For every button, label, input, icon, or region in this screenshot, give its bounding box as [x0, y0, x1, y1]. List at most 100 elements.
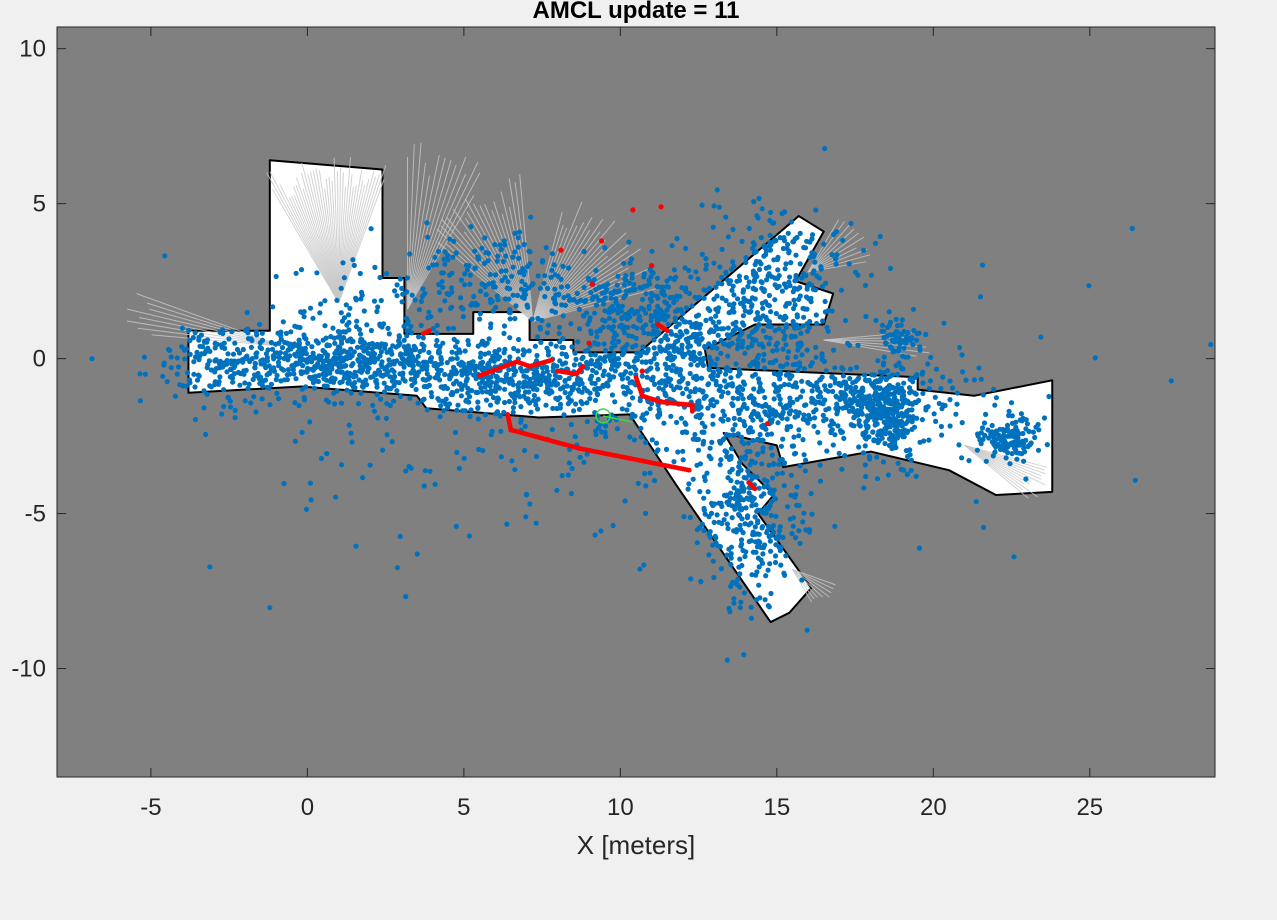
- particle: [718, 337, 724, 343]
- particle: [750, 240, 757, 246]
- x-axis-label: X [meters]: [577, 830, 695, 860]
- particle: [562, 390, 568, 396]
- particle: [957, 345, 963, 351]
- particle: [787, 376, 793, 382]
- particle: [389, 439, 395, 445]
- particle: [753, 258, 760, 264]
- particle: [949, 385, 956, 391]
- particle: [198, 332, 204, 338]
- particle: [801, 452, 807, 458]
- particle: [742, 350, 748, 356]
- particle: [187, 351, 193, 357]
- particle: [614, 289, 620, 295]
- particle: [981, 420, 988, 426]
- particle: [344, 370, 350, 376]
- particle: [549, 389, 555, 395]
- particle: [872, 379, 878, 385]
- particle: [891, 443, 897, 450]
- particle: [434, 262, 440, 268]
- particle: [802, 468, 809, 474]
- laser-ray: [792, 568, 836, 586]
- particle: [368, 327, 374, 334]
- particle: [467, 281, 473, 287]
- particle: [318, 455, 325, 462]
- particle: [439, 398, 446, 404]
- particle: [360, 475, 366, 481]
- particle: [748, 414, 754, 420]
- particle: [710, 319, 716, 325]
- particle: [732, 495, 738, 501]
- particle: [543, 402, 549, 408]
- particle: [346, 422, 352, 428]
- particle: [379, 363, 385, 370]
- particle: [656, 385, 662, 391]
- particle: [974, 447, 981, 453]
- particle: [642, 471, 648, 477]
- particle: [462, 282, 468, 288]
- particle: [721, 436, 727, 442]
- particle: [823, 368, 829, 374]
- particle: [855, 401, 861, 407]
- particle: [657, 315, 664, 321]
- laser-ray: [532, 287, 642, 322]
- particle: [318, 301, 324, 307]
- particle: [798, 330, 804, 336]
- particle: [743, 274, 749, 281]
- particle: [869, 403, 876, 409]
- particle: [1008, 400, 1015, 406]
- particle: [885, 472, 892, 478]
- particle: [721, 517, 727, 523]
- particle: [749, 503, 755, 509]
- particle: [472, 367, 478, 373]
- particle: [719, 520, 725, 527]
- particle: [411, 370, 417, 376]
- particle: [396, 342, 402, 349]
- laser-ray: [269, 171, 340, 304]
- particle: [917, 344, 923, 350]
- particle: [940, 374, 946, 380]
- particle: [742, 456, 748, 462]
- particle: [801, 314, 807, 320]
- particle: [761, 351, 767, 358]
- particle: [778, 443, 785, 449]
- particle: [905, 330, 911, 336]
- particle: [762, 365, 768, 371]
- laser-ray: [532, 220, 616, 322]
- particle: [533, 453, 540, 460]
- particle: [300, 363, 306, 369]
- particle: [487, 383, 493, 389]
- particle: [438, 403, 444, 409]
- particle: [861, 485, 867, 491]
- particle: [493, 374, 499, 380]
- particle: [377, 353, 383, 359]
- particle: [274, 390, 280, 396]
- particle: [1000, 427, 1007, 433]
- particle: [904, 471, 910, 478]
- particle: [809, 399, 815, 405]
- particle: [793, 535, 799, 541]
- particle: [777, 376, 783, 382]
- particle: [717, 264, 723, 270]
- particle: [201, 351, 207, 357]
- particle: [738, 507, 745, 513]
- particle: [522, 282, 528, 288]
- particle: [847, 384, 854, 390]
- particle: [416, 334, 422, 340]
- particle: [273, 273, 279, 280]
- particle: [865, 414, 872, 420]
- particle: [597, 365, 603, 371]
- particle: [283, 355, 289, 361]
- particle: [307, 480, 313, 486]
- particle: [549, 426, 555, 433]
- particle: [440, 270, 446, 276]
- particle: [502, 399, 508, 406]
- particle: [822, 383, 828, 389]
- particle: [610, 290, 616, 297]
- particle: [609, 326, 615, 332]
- particle: [626, 364, 633, 370]
- particle: [543, 245, 549, 251]
- particle: [235, 369, 242, 376]
- particle: [264, 355, 270, 361]
- particle: [626, 402, 632, 408]
